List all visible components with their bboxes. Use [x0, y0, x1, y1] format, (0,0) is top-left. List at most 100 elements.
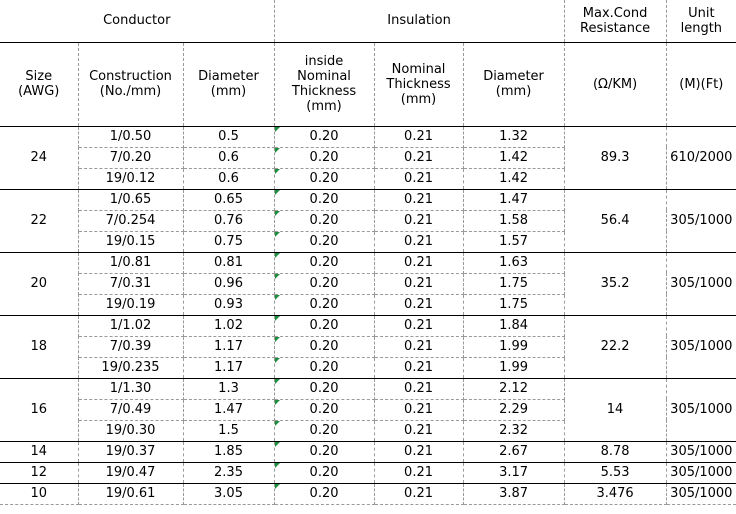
- length-cell: 610/2000: [666, 126, 736, 190]
- table-row: 7/0.39 1.17 0.20 0.21 1.99: [0, 336, 736, 358]
- construction-cell: 1/1.02: [78, 315, 184, 337]
- diameter-cell: 2.35: [183, 462, 275, 484]
- inside-thickness-cell: 0.20: [274, 294, 375, 316]
- resistance-cell: 5.53: [564, 462, 667, 484]
- insulation-diameter-cell: 1.75: [463, 273, 565, 295]
- table-row: 7/0.31 0.96 0.20 0.21 1.75: [0, 273, 736, 295]
- comment-indicator-icon: [274, 294, 280, 300]
- insulation-diameter-cell: 1.99: [463, 336, 565, 358]
- insulation-diameter-cell: 3.87: [463, 483, 565, 505]
- nominal-thickness-cell: 0.21: [374, 126, 464, 148]
- nominal-thickness-cell: 0.21: [374, 420, 464, 442]
- table-row: 18 1/1.02 1.02 0.20 0.21 1.84 22.2 305/1000: [0, 315, 736, 379]
- comment-indicator-icon: [274, 252, 280, 258]
- construction-cell: 7/0.39: [78, 336, 184, 358]
- table-row: 19/0.12 0.6 0.20 0.21 1.42: [0, 168, 736, 190]
- nominal-thickness-cell: 0.21: [374, 168, 464, 190]
- nominal-thickness-cell: 0.21: [374, 315, 464, 337]
- comment-indicator-icon: [274, 147, 280, 153]
- nominal-thickness-cell: 0.21: [374, 189, 464, 211]
- construction-cell: 19/0.30: [78, 420, 184, 442]
- comment-indicator-icon: [274, 462, 280, 468]
- nominal-thickness-cell: 0.21: [374, 294, 464, 316]
- nominal-thickness-cell: 0.21: [374, 441, 464, 463]
- construction-cell: 19/0.235: [78, 357, 184, 379]
- table-row: 19/0.19 0.93 0.20 0.21 1.75: [0, 294, 736, 316]
- comment-indicator-icon: [274, 441, 280, 447]
- insulation-diameter-cell: 3.17: [463, 462, 565, 484]
- inside-thickness-cell: 0.20: [274, 378, 375, 400]
- diameter-cell: 0.6: [183, 147, 275, 169]
- nominal-thickness-header: Nominal Thickness (mm): [374, 42, 464, 127]
- insulation-diameter-cell: 1.58: [463, 210, 565, 232]
- table-row: 19/0.15 0.75 0.20 0.21 1.57: [0, 231, 736, 253]
- inside-thickness-cell: 0.20: [274, 273, 375, 295]
- inside-thickness-cell: 0.20: [274, 252, 375, 274]
- comment-indicator-icon: [274, 231, 280, 237]
- table-row: 14 19/0.37 1.85 0.20 0.21 2.67 8.78 305/1000: [0, 441, 736, 463]
- size-cell: 16: [0, 378, 79, 442]
- insulation-diameter-cell: 1.99: [463, 357, 565, 379]
- diameter-header: Diameter (mm): [183, 42, 275, 127]
- construction-cell: 7/0.31: [78, 273, 184, 295]
- inside-thickness-cell: 0.20: [274, 336, 375, 358]
- size-cell: 20: [0, 252, 79, 316]
- diameter-cell: 1.47: [183, 399, 275, 421]
- construction-header: Construction (No./mm): [78, 42, 184, 127]
- diameter-cell: 0.75: [183, 231, 275, 253]
- construction-cell: 7/0.20: [78, 147, 184, 169]
- unit-length-header: Unit length: [666, 0, 736, 43]
- size-cell: 24: [0, 126, 79, 190]
- inside-thickness-cell: 0.20: [274, 231, 375, 253]
- insulation-diameter-cell: 1.47: [463, 189, 565, 211]
- diameter-cell: 1.5: [183, 420, 275, 442]
- length-cell: 305/1000: [666, 378, 736, 442]
- inside-thickness-cell: 0.20: [274, 168, 375, 190]
- diameter-cell: 3.05: [183, 483, 275, 505]
- construction-cell: 7/0.49: [78, 399, 184, 421]
- comment-indicator-icon: [274, 399, 280, 405]
- length-cell: 305/1000: [666, 252, 736, 316]
- table-row: 7/0.20 0.6 0.20 0.21 1.42: [0, 147, 736, 169]
- inside-nominal-thickness-header: inside Nominal Thickness (mm): [274, 42, 375, 127]
- nominal-thickness-cell: 0.21: [374, 378, 464, 400]
- max-cond-resistance-header: Max.Cond Resistance: [564, 0, 667, 43]
- diameter-cell: 0.5: [183, 126, 275, 148]
- diameter-cell: 0.6: [183, 168, 275, 190]
- size-cell: 10: [0, 483, 79, 505]
- resistance-cell: 14: [564, 378, 667, 442]
- inside-thickness-cell: 0.20: [274, 462, 375, 484]
- table-row: 19/0.30 1.5 0.20 0.21 2.32: [0, 420, 736, 442]
- construction-cell: 1/0.50: [78, 126, 184, 148]
- resistance-cell: 56.4: [564, 189, 667, 253]
- diameter-cell: 0.65: [183, 189, 275, 211]
- comment-indicator-icon: [274, 336, 280, 342]
- inside-thickness-cell: 0.20: [274, 420, 375, 442]
- insulation-diameter-cell: 2.29: [463, 399, 565, 421]
- comment-indicator-icon: [274, 210, 280, 216]
- resistance-unit-header: (Ω/KM): [564, 42, 667, 127]
- resistance-cell: 35.2: [564, 252, 667, 316]
- insulation-diameter-cell: 1.84: [463, 315, 565, 337]
- length-cell: 305/1000: [666, 483, 736, 505]
- resistance-cell: 22.2: [564, 315, 667, 379]
- table-row: 7/0.254 0.76 0.20 0.21 1.58: [0, 210, 736, 232]
- inside-thickness-cell: 0.20: [274, 399, 375, 421]
- diameter-cell: 1.3: [183, 378, 275, 400]
- construction-cell: 1/0.65: [78, 189, 184, 211]
- diameter-cell: 1.17: [183, 336, 275, 358]
- nominal-thickness-cell: 0.21: [374, 273, 464, 295]
- diameter-cell: 0.76: [183, 210, 275, 232]
- comment-indicator-icon: [274, 273, 280, 279]
- insulation-diameter-cell: 1.42: [463, 147, 565, 169]
- comment-indicator-icon: [274, 378, 280, 384]
- nominal-thickness-cell: 0.21: [374, 252, 464, 274]
- diameter-cell: 1.17: [183, 357, 275, 379]
- construction-cell: 19/0.15: [78, 231, 184, 253]
- inside-thickness-cell: 0.20: [274, 357, 375, 379]
- nominal-thickness-cell: 0.21: [374, 231, 464, 253]
- table-row: 10 19/0.61 3.05 0.20 0.21 3.87 3.476 305/1000: [0, 483, 736, 505]
- construction-cell: 1/1.30: [78, 378, 184, 400]
- size-cell: 12: [0, 462, 79, 484]
